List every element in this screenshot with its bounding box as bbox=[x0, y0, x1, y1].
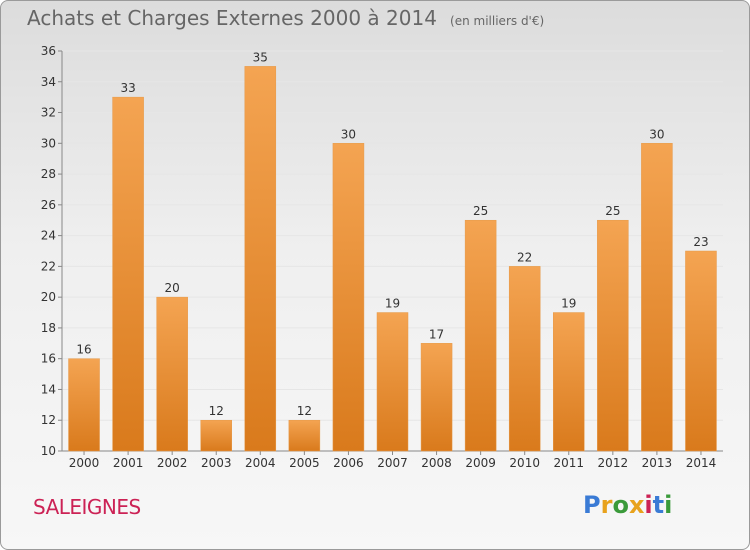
data-label: 30 bbox=[649, 127, 664, 141]
chart-unit: (en milliers d'€) bbox=[450, 14, 545, 28]
y-tick-label: 10 bbox=[41, 444, 56, 458]
logo-letter: i bbox=[664, 491, 673, 519]
y-tick-label: 26 bbox=[41, 198, 56, 212]
y-tick-label: 34 bbox=[41, 75, 56, 89]
logo-letter: r bbox=[600, 491, 613, 519]
y-tick-label: 22 bbox=[41, 259, 56, 273]
data-label: 35 bbox=[253, 50, 268, 64]
y-tick-label: 24 bbox=[41, 229, 56, 243]
bar bbox=[156, 296, 188, 452]
x-tick-label: 2004 bbox=[245, 456, 276, 470]
data-label: 16 bbox=[76, 343, 91, 357]
bar bbox=[244, 66, 277, 452]
bar bbox=[597, 219, 629, 452]
data-label: 23 bbox=[693, 235, 708, 249]
logo-letter: i bbox=[644, 491, 653, 519]
bar bbox=[112, 96, 144, 452]
bar bbox=[68, 358, 100, 452]
x-tick-label: 2005 bbox=[289, 456, 320, 470]
x-tick-label: 2011 bbox=[553, 456, 584, 470]
x-tick-label: 2009 bbox=[465, 456, 496, 470]
logo-letter: t bbox=[652, 491, 665, 519]
chart-title-block: Achats et Charges Externes 2000 à 2014 (… bbox=[27, 6, 544, 30]
bar bbox=[332, 143, 365, 452]
data-label: 30 bbox=[341, 127, 356, 141]
y-tick-label: 18 bbox=[41, 321, 56, 335]
x-tick-label: 2006 bbox=[333, 456, 364, 470]
y-tick-label: 30 bbox=[41, 136, 56, 150]
y-tick-label: 12 bbox=[41, 413, 56, 427]
bar bbox=[685, 250, 717, 452]
data-label: 22 bbox=[517, 250, 532, 264]
chart-title: Achats et Charges Externes 2000 à 2014 bbox=[27, 6, 437, 30]
bar bbox=[200, 419, 232, 452]
data-label: 20 bbox=[165, 281, 180, 295]
labels: 16 2000 33 2001 20 2002 12 2003 35 2004 12 2005 30 20… bbox=[69, 50, 716, 470]
bar bbox=[641, 143, 673, 452]
bar bbox=[464, 219, 497, 452]
x-tick-label: 2008 bbox=[421, 456, 452, 470]
data-label: 19 bbox=[385, 297, 400, 311]
data-label: 19 bbox=[561, 297, 576, 311]
x-tick-label: 2013 bbox=[642, 456, 673, 470]
data-label: 12 bbox=[297, 404, 312, 418]
data-label: 17 bbox=[429, 327, 444, 341]
bar bbox=[376, 312, 409, 452]
x-tick-label: 2001 bbox=[113, 456, 144, 470]
x-tick-label: 2014 bbox=[686, 456, 717, 470]
x-tick-label: 2007 bbox=[377, 456, 408, 470]
y-tick-label: 20 bbox=[41, 290, 56, 304]
bar bbox=[508, 266, 541, 452]
y-tick-label: 28 bbox=[41, 167, 56, 181]
bars bbox=[68, 66, 717, 452]
proxiti-logo: Proxiti bbox=[583, 491, 672, 519]
x-tick-label: 2000 bbox=[69, 456, 100, 470]
y-tick-label: 36 bbox=[41, 44, 56, 58]
data-label: 12 bbox=[209, 404, 224, 418]
data-label: 25 bbox=[473, 204, 488, 218]
logo-letter: x bbox=[628, 491, 645, 519]
bar bbox=[553, 312, 585, 452]
y-tick-label: 14 bbox=[41, 382, 56, 396]
logo-letter: o bbox=[612, 491, 629, 519]
commune-name: SALEIGNES bbox=[33, 495, 141, 519]
y-tick-label: 16 bbox=[41, 352, 56, 366]
logo-letter: P bbox=[583, 491, 601, 519]
y-tick-label: 32 bbox=[41, 106, 56, 120]
data-label: 33 bbox=[120, 81, 135, 95]
bar bbox=[420, 343, 453, 452]
x-tick-label: 2003 bbox=[201, 456, 232, 470]
bar bbox=[288, 419, 321, 452]
x-tick-label: 2012 bbox=[598, 456, 629, 470]
x-tick-label: 2002 bbox=[157, 456, 188, 470]
data-label: 25 bbox=[605, 204, 620, 218]
x-tick-label: 2010 bbox=[509, 456, 540, 470]
